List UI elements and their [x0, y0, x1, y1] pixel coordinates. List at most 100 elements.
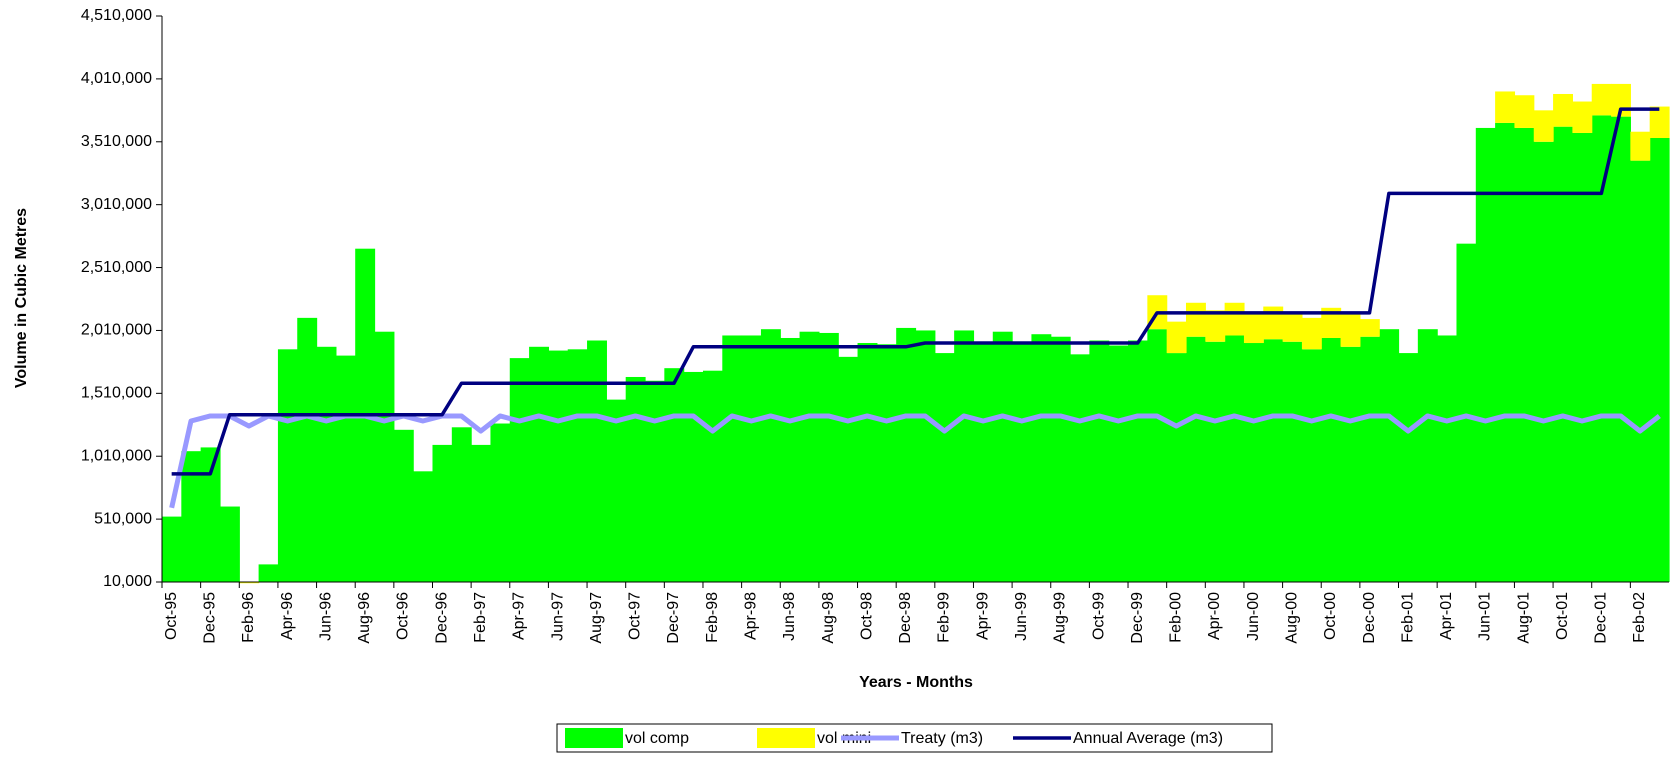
bar-segment	[799, 331, 820, 582]
bar-segment	[1649, 106, 1670, 139]
bar-segment	[1089, 340, 1110, 582]
x-tick-label: Feb-01	[1399, 592, 1416, 643]
bar-segment	[374, 331, 395, 582]
bar-segment	[1282, 341, 1303, 582]
x-tick-label: Jun-99	[1013, 592, 1030, 641]
bar-segment	[1359, 319, 1380, 337]
bar-segment	[1282, 312, 1303, 342]
line-series	[171, 107, 1660, 476]
bar-segment	[1553, 126, 1573, 582]
bar-segment	[683, 371, 704, 582]
bar-segment	[413, 471, 434, 582]
bar-segment	[258, 564, 279, 582]
bar-segment	[954, 330, 975, 582]
bar-segment	[1321, 307, 1342, 338]
legend-label: vol comp	[625, 730, 689, 747]
y-tick-label: 2,510,000	[81, 259, 152, 276]
bar-segment	[1321, 337, 1342, 582]
bar-segment	[181, 451, 202, 582]
bar-segment	[1630, 160, 1651, 582]
x-tick-label: Apr-96	[279, 592, 296, 640]
legend-swatch	[565, 728, 623, 748]
bar-segment	[297, 317, 318, 582]
x-tick-label: Dec-97	[665, 592, 682, 644]
line-series	[169, 413, 1661, 509]
bar-segment	[1572, 132, 1593, 582]
x-tick-label: Feb-99	[936, 592, 953, 643]
y-tick-label: 1,510,000	[81, 385, 152, 402]
bar-segment	[1263, 339, 1284, 582]
x-tick-label: Oct-96	[395, 592, 412, 640]
bar-segment	[1243, 312, 1264, 344]
bar-segment	[1031, 334, 1052, 582]
bar-segment	[200, 447, 221, 582]
x-tick-label: Aug-96	[356, 592, 373, 644]
bar-segment	[1437, 335, 1458, 582]
bar-segment	[896, 327, 917, 582]
y-tick-label: 4,510,000	[81, 7, 152, 24]
bar-segment	[1050, 336, 1071, 582]
bar-segment	[1359, 336, 1380, 582]
x-tick-label: Dec-96	[433, 592, 450, 644]
bar-segment	[818, 332, 839, 582]
bar-segment	[451, 427, 472, 582]
bar-segment	[490, 423, 511, 582]
bar-segment	[162, 516, 182, 582]
bar-segment	[1417, 329, 1438, 582]
x-tick-label: Dec-99	[1129, 592, 1146, 644]
bar-segment	[587, 340, 607, 582]
x-axis-title: Years - Months	[859, 674, 973, 691]
bar-segment	[857, 343, 878, 582]
bar-segment	[335, 355, 356, 582]
x-tick-label: Feb-96	[240, 592, 257, 643]
bar-segment	[219, 506, 240, 582]
bar-segment	[529, 346, 550, 582]
bar-segment	[1166, 353, 1187, 582]
x-tick-label: Jun-98	[781, 592, 798, 641]
x-tick-label: Feb-02	[1631, 592, 1648, 643]
bar-segment	[1243, 343, 1264, 582]
bar-segment	[1340, 346, 1361, 582]
bar-segment	[915, 330, 936, 582]
bar-segment	[838, 356, 859, 582]
y-tick-label: 3,510,000	[81, 133, 152, 150]
legend-label: Treaty (m3)	[901, 730, 983, 747]
bar-segment	[934, 353, 955, 582]
bar-segment	[625, 376, 646, 582]
bar-segment	[1012, 343, 1033, 582]
bar-segment	[876, 344, 897, 582]
x-tick-label: Oct-01	[1554, 592, 1571, 640]
x-tick-label: Oct-99	[1090, 592, 1107, 640]
bar-segment	[509, 358, 530, 582]
x-tick-label: Aug-00	[1283, 592, 1300, 644]
bar-segment	[1572, 101, 1593, 133]
bar-segment	[1591, 115, 1612, 582]
y-tick-label: 2,010,000	[81, 322, 152, 339]
x-tick-label: Apr-00	[1206, 592, 1223, 640]
bar-segment	[1147, 329, 1168, 582]
bar-segment	[548, 350, 569, 582]
bar-segment	[722, 335, 743, 582]
legend-box	[556, 723, 1273, 753]
x-tick-label: Apr-97	[511, 592, 528, 640]
x-tick-label: Oct-97	[627, 592, 644, 640]
x-tick-label: Jun-96	[317, 592, 334, 641]
bar-segment	[1553, 93, 1573, 127]
bar-segment	[1070, 354, 1090, 582]
bar-segment	[1495, 122, 1516, 583]
x-tick-label: Aug-01	[1515, 592, 1532, 644]
x-tick-label: Dec-00	[1361, 592, 1378, 644]
bar-segment	[471, 444, 492, 582]
bar-segment	[567, 349, 588, 582]
x-tick-label: Jun-00	[1245, 592, 1262, 641]
bar-segment	[316, 346, 337, 582]
x-tick-label: Apr-01	[1438, 592, 1455, 640]
y-tick-label: 10,000	[103, 573, 152, 590]
bar-segment	[1379, 329, 1400, 582]
x-tick-label: Oct-00	[1322, 592, 1339, 640]
bar-segment	[664, 368, 685, 582]
y-tick-label: 3,010,000	[81, 196, 152, 213]
x-tick-label: Aug-99	[1052, 592, 1069, 644]
bar-segment	[1224, 302, 1245, 336]
